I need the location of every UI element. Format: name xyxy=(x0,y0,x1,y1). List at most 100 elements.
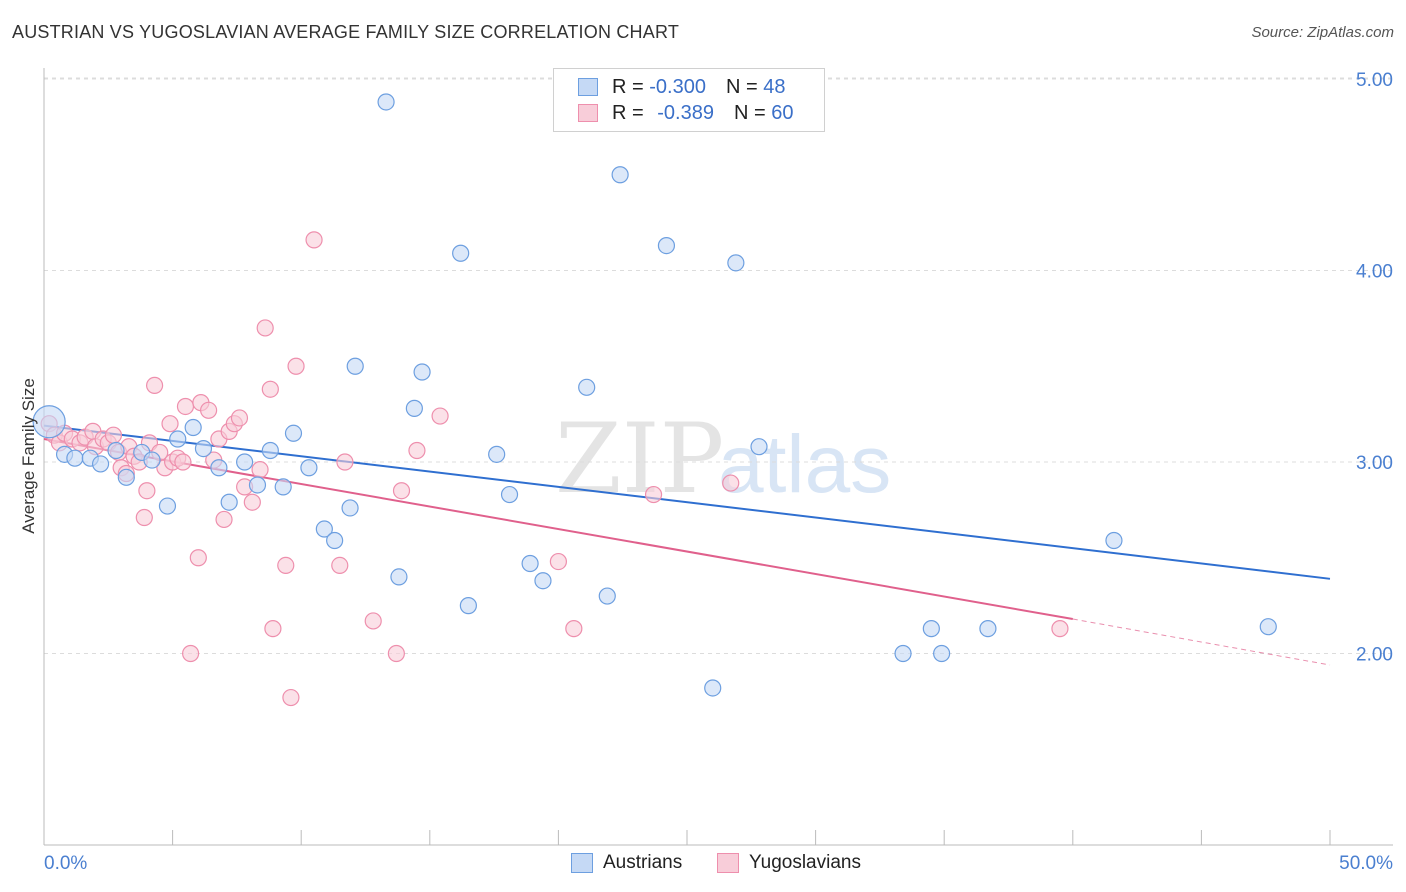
legend-n-value: 48 xyxy=(763,75,786,98)
point-yugoslavians xyxy=(264,620,282,638)
point-austrians xyxy=(750,438,768,456)
point-austrians xyxy=(1105,531,1123,550)
point-austrians xyxy=(894,644,912,663)
point-yugoslavians xyxy=(161,415,179,433)
stats-legend: R = -0.300 N = 48 R = -0.389 N = 60 xyxy=(553,68,825,132)
legend-item-yugoslavians: Yugoslavians xyxy=(717,852,861,874)
y-axis-title: Average Family Size xyxy=(19,378,38,534)
point-yugoslavians xyxy=(1051,620,1069,638)
point-austrians xyxy=(611,166,629,184)
watermark-zip: ZIP xyxy=(555,403,724,515)
point-austrians xyxy=(727,254,745,272)
point-yugoslavians xyxy=(251,461,269,479)
y-tick-label: 4.00 xyxy=(1356,262,1393,283)
legend-n-value: 60 xyxy=(771,101,794,124)
point-austrians xyxy=(143,451,161,469)
point-yugoslavians xyxy=(277,556,295,575)
point-austrians xyxy=(377,93,395,111)
point-austrians xyxy=(274,478,292,496)
legend-r-label: R = xyxy=(612,75,650,98)
point-austrians xyxy=(488,445,506,463)
y-tick-label: 3.00 xyxy=(1356,453,1393,474)
x-tick-label-min: 0.0% xyxy=(44,853,87,874)
point-yugoslavians xyxy=(722,474,740,492)
point-yugoslavians xyxy=(182,644,200,663)
point-austrians xyxy=(979,620,997,638)
point-austrians xyxy=(261,441,279,460)
point-austrians xyxy=(578,378,596,396)
point-yugoslavians xyxy=(145,376,164,394)
point-yugoslavians xyxy=(261,380,279,398)
point-austrians xyxy=(500,485,519,504)
point-yugoslavians xyxy=(387,644,405,663)
point-austrians xyxy=(704,679,722,697)
point-austrians xyxy=(598,587,616,605)
point-yugoslavians xyxy=(364,612,382,630)
legend-item-austrians: Austrians xyxy=(571,852,682,874)
point-yugoslavians xyxy=(174,453,192,471)
y-tick-label: 2.00 xyxy=(1356,645,1393,666)
point-yugoslavians xyxy=(230,409,249,427)
point-austrians xyxy=(534,572,552,590)
point-yugoslavians xyxy=(200,401,218,419)
point-yugoslavians xyxy=(565,620,583,638)
legend-swatch-yugoslavians xyxy=(717,853,739,873)
point-austrians xyxy=(413,363,431,381)
point-austrians xyxy=(1259,618,1277,636)
legend-n-label: N = xyxy=(733,101,772,124)
watermark-atlas: atlas xyxy=(718,419,891,510)
point-yugoslavians xyxy=(305,231,323,249)
legend-row-austrians: R = -0.300 N = 48 xyxy=(578,75,785,99)
point-yugoslavians xyxy=(431,407,449,425)
point-yugoslavians xyxy=(287,357,305,375)
point-yugoslavians xyxy=(331,556,349,575)
point-yugoslavians xyxy=(282,688,300,707)
point-yugoslavians xyxy=(104,426,123,444)
point-yugoslavians xyxy=(176,397,195,416)
point-austrians xyxy=(194,439,213,458)
point-austrians xyxy=(91,455,110,473)
point-yugoslavians xyxy=(336,453,354,471)
point-austrians xyxy=(284,424,303,442)
point-austrians xyxy=(169,430,187,448)
point-yugoslavians xyxy=(135,508,153,527)
point-austrians xyxy=(346,357,364,375)
point-austrians xyxy=(459,597,477,615)
point-yugoslavians xyxy=(644,485,663,504)
point-yugoslavians xyxy=(243,493,261,511)
legend-label-yugoslavians: Yugoslavians xyxy=(749,852,861,873)
point-austrians xyxy=(210,459,228,477)
legend-label-austrians: Austrians xyxy=(603,852,683,873)
point-austrians xyxy=(326,531,344,550)
trend-line-austrians xyxy=(43,424,1331,580)
point-yugoslavians xyxy=(189,549,207,567)
point-austrians xyxy=(657,237,676,255)
series-legend: Austrians Yugoslavians xyxy=(0,852,1406,876)
point-austrians xyxy=(922,620,940,638)
legend-row-yugoslavians: R = -0.389 N = 60 xyxy=(578,101,793,125)
point-austrians xyxy=(390,568,408,586)
point-austrians xyxy=(315,520,333,538)
legend-swatch-austrians xyxy=(571,853,593,873)
point-austrians xyxy=(158,497,177,515)
x-ticks xyxy=(43,830,1331,845)
trend-line-yugoslavians-extrapolated xyxy=(1072,618,1331,666)
legend-swatch-yugoslavians xyxy=(578,104,598,122)
point-austrians xyxy=(184,418,202,437)
point-austrians xyxy=(933,644,951,663)
watermark: ZIP atlas xyxy=(555,403,891,515)
legend-r-value: -0.300 xyxy=(649,75,706,98)
point-yugoslavians xyxy=(256,319,274,337)
grid xyxy=(44,77,1393,654)
source-label: Source: ZipAtlas.com xyxy=(1251,24,1394,41)
point-austrians xyxy=(452,244,470,262)
point-austrians xyxy=(107,441,125,460)
point-yugoslavians xyxy=(549,552,568,571)
data-points xyxy=(32,93,1277,707)
point-austrians xyxy=(405,399,423,417)
point-austrians xyxy=(236,453,254,471)
point-austrians xyxy=(341,499,359,517)
point-yugoslavians xyxy=(392,482,411,500)
point-austrians xyxy=(66,449,84,467)
chart-title: AUSTRIAN VS YUGOSLAVIAN AVERAGE FAMILY S… xyxy=(12,22,680,42)
